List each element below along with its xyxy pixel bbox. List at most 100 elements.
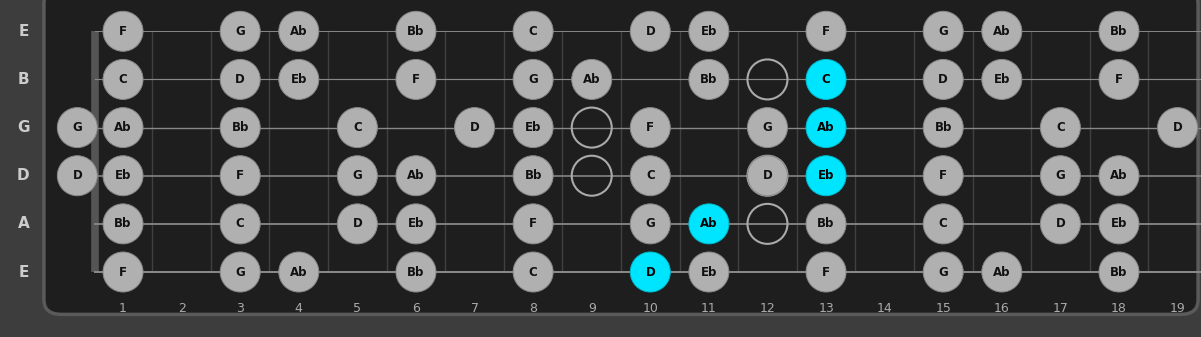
Ellipse shape (631, 156, 670, 196)
Text: 8: 8 (530, 302, 537, 315)
Text: F: F (939, 169, 948, 182)
Text: Eb: Eb (1111, 217, 1128, 231)
Text: 1: 1 (119, 302, 127, 315)
Text: 3: 3 (237, 302, 244, 315)
Ellipse shape (806, 108, 846, 148)
Text: Bb: Bb (1110, 266, 1128, 278)
Ellipse shape (924, 156, 963, 196)
Text: 2: 2 (178, 302, 185, 315)
Ellipse shape (981, 11, 1022, 51)
Ellipse shape (747, 156, 788, 196)
Text: F: F (119, 266, 127, 278)
Text: C: C (353, 121, 362, 134)
Text: Bb: Bb (114, 217, 132, 231)
Text: D: D (17, 168, 30, 183)
Text: B: B (18, 72, 29, 87)
Text: E: E (18, 265, 29, 279)
Text: Ab: Ab (993, 25, 1010, 38)
Text: 17: 17 (1052, 302, 1069, 315)
Ellipse shape (924, 204, 963, 244)
Text: Ab: Ab (407, 169, 425, 182)
Ellipse shape (396, 11, 436, 51)
Ellipse shape (396, 59, 436, 99)
Text: G: G (528, 73, 538, 86)
Ellipse shape (513, 108, 554, 148)
Text: Bb: Bb (407, 25, 425, 38)
Text: 9: 9 (587, 302, 596, 315)
Text: F: F (237, 169, 244, 182)
Text: C: C (646, 169, 655, 182)
Ellipse shape (806, 252, 846, 292)
Text: 4: 4 (295, 302, 303, 315)
Text: G: G (72, 121, 82, 134)
Text: Bb: Bb (525, 169, 542, 182)
Text: E: E (18, 24, 29, 39)
Text: 13: 13 (818, 302, 833, 315)
Text: Ab: Ab (582, 73, 600, 86)
Ellipse shape (513, 156, 554, 196)
Text: G: G (645, 217, 656, 231)
Text: G: G (938, 266, 948, 278)
Text: Bb: Bb (934, 121, 952, 134)
Text: 16: 16 (994, 302, 1010, 315)
Text: Ab: Ab (993, 266, 1010, 278)
Ellipse shape (337, 204, 377, 244)
Text: F: F (821, 25, 830, 38)
Text: 12: 12 (759, 302, 776, 315)
Ellipse shape (337, 108, 377, 148)
Text: Eb: Eb (115, 169, 131, 182)
Text: Bb: Bb (1110, 25, 1128, 38)
Ellipse shape (396, 204, 436, 244)
Ellipse shape (220, 204, 261, 244)
Ellipse shape (631, 252, 670, 292)
Text: 18: 18 (1111, 302, 1127, 315)
Text: Ab: Ab (818, 121, 835, 134)
Ellipse shape (1040, 108, 1081, 148)
Text: 11: 11 (701, 302, 717, 315)
Text: Eb: Eb (993, 73, 1010, 86)
Ellipse shape (103, 204, 143, 244)
Ellipse shape (806, 59, 846, 99)
Ellipse shape (1040, 204, 1081, 244)
Text: C: C (821, 73, 830, 86)
Ellipse shape (513, 11, 554, 51)
Text: D: D (470, 121, 479, 134)
Text: Ab: Ab (1110, 169, 1128, 182)
Text: Ab: Ab (289, 25, 307, 38)
Ellipse shape (220, 108, 261, 148)
Text: Ab: Ab (700, 217, 718, 231)
Text: G: G (938, 25, 948, 38)
Ellipse shape (981, 252, 1022, 292)
Text: 10: 10 (643, 302, 658, 315)
Text: Eb: Eb (291, 73, 307, 86)
Ellipse shape (1158, 108, 1197, 148)
Text: Ab: Ab (289, 266, 307, 278)
Text: 15: 15 (936, 302, 951, 315)
Ellipse shape (103, 108, 143, 148)
Ellipse shape (279, 11, 318, 51)
Ellipse shape (454, 108, 495, 148)
Ellipse shape (806, 156, 846, 196)
Text: G: G (1056, 169, 1065, 182)
Ellipse shape (220, 252, 261, 292)
Text: F: F (412, 73, 420, 86)
Ellipse shape (1099, 156, 1139, 196)
Text: 5: 5 (353, 302, 362, 315)
Text: D: D (72, 169, 82, 182)
Text: F: F (530, 217, 537, 231)
Ellipse shape (103, 59, 143, 99)
Ellipse shape (513, 204, 554, 244)
Text: Bb: Bb (818, 217, 835, 231)
Ellipse shape (924, 59, 963, 99)
Ellipse shape (513, 59, 554, 99)
Ellipse shape (103, 156, 143, 196)
Text: C: C (528, 25, 538, 38)
Text: Bb: Bb (407, 266, 425, 278)
Text: D: D (235, 73, 245, 86)
Text: A: A (18, 216, 29, 232)
Text: D: D (763, 169, 772, 182)
Ellipse shape (981, 59, 1022, 99)
Ellipse shape (689, 204, 729, 244)
Text: D: D (1056, 217, 1065, 231)
Ellipse shape (631, 11, 670, 51)
